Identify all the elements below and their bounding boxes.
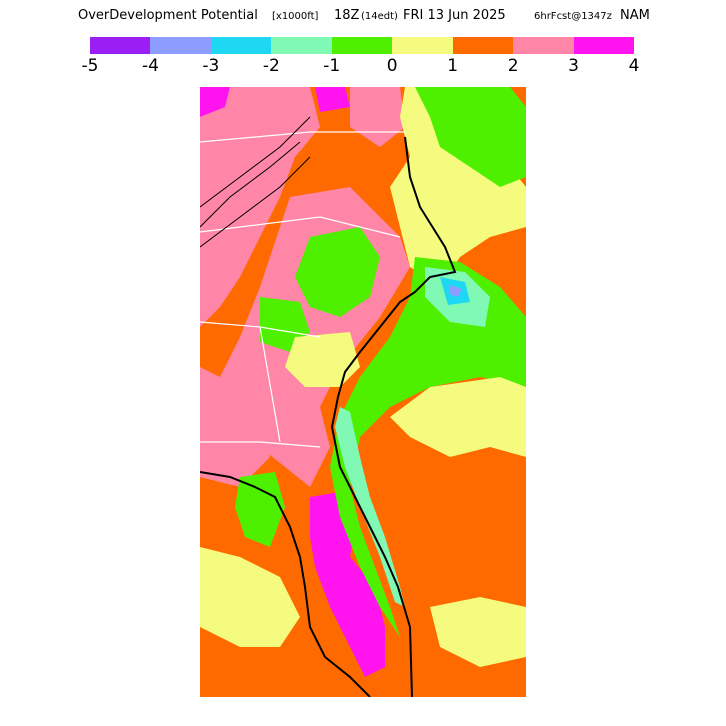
field-yellow-north	[390, 87, 526, 287]
legend-tick-label: -2	[262, 56, 280, 76]
coastline	[330, 136, 457, 697]
legend-tick-labels: -5 -4 -3 -2 -1 0 1 2 3 4	[0, 56, 726, 78]
field-green-gulf	[235, 472, 285, 547]
color-legend	[90, 37, 634, 54]
field-pink-northwest	[200, 87, 320, 327]
legend-tick-label: 3	[568, 56, 579, 76]
field-pink-west-mid	[200, 367, 270, 487]
legend-tick-label: 2	[507, 56, 519, 76]
legend-tick-label: 1	[447, 56, 459, 76]
gulf-coastline	[200, 471, 371, 697]
field-green-interior	[295, 227, 380, 317]
field-green-north	[415, 87, 526, 187]
field-name: OverDevelopment Potential	[78, 8, 258, 23]
field-magenta-north	[315, 87, 350, 112]
field-blue-offshore	[449, 285, 462, 297]
forecast-map	[200, 87, 526, 697]
state-borders	[200, 131, 405, 448]
local-time: (14edt)	[361, 11, 398, 22]
legend-tick-label: -5	[81, 56, 99, 76]
valid-time: 18Z	[334, 8, 360, 23]
units-label: [x1000ft]	[272, 11, 319, 22]
legend-swatch	[150, 37, 211, 54]
model-name: NAM	[620, 8, 650, 23]
field-magenta-florida	[310, 492, 385, 677]
legend-tick-label: -3	[202, 56, 220, 76]
contour-lines	[200, 116, 311, 248]
legend-swatch	[392, 37, 453, 54]
legend-swatch	[573, 37, 634, 54]
legend-swatch	[210, 37, 272, 54]
forecast-info: 6hrFcst@1347z	[534, 11, 612, 22]
forecast-date: FRI 13 Jun 2025	[403, 8, 506, 23]
field-yellow-southeast	[430, 597, 526, 667]
field-green-coastal	[330, 257, 526, 637]
legend-tick-label: 4	[628, 56, 640, 76]
legend-swatch	[271, 37, 332, 54]
field-mint-coastal	[335, 407, 405, 607]
legend-swatch	[452, 37, 514, 54]
field-yellow-offshore	[390, 377, 526, 457]
field-yellow-south	[200, 547, 300, 647]
legend-tick-label: -4	[141, 56, 159, 76]
legend-swatch	[513, 37, 574, 54]
legend-swatch	[331, 37, 393, 54]
field-magenta-northwest	[200, 87, 230, 117]
field-yellow-interior	[285, 332, 360, 387]
legend-swatch	[90, 37, 151, 54]
legend-tick-label: 0	[386, 56, 398, 76]
legend-tick-label: -1	[323, 56, 341, 76]
map-title: OverDevelopment Potential [x1000ft] 18Z …	[0, 8, 726, 28]
